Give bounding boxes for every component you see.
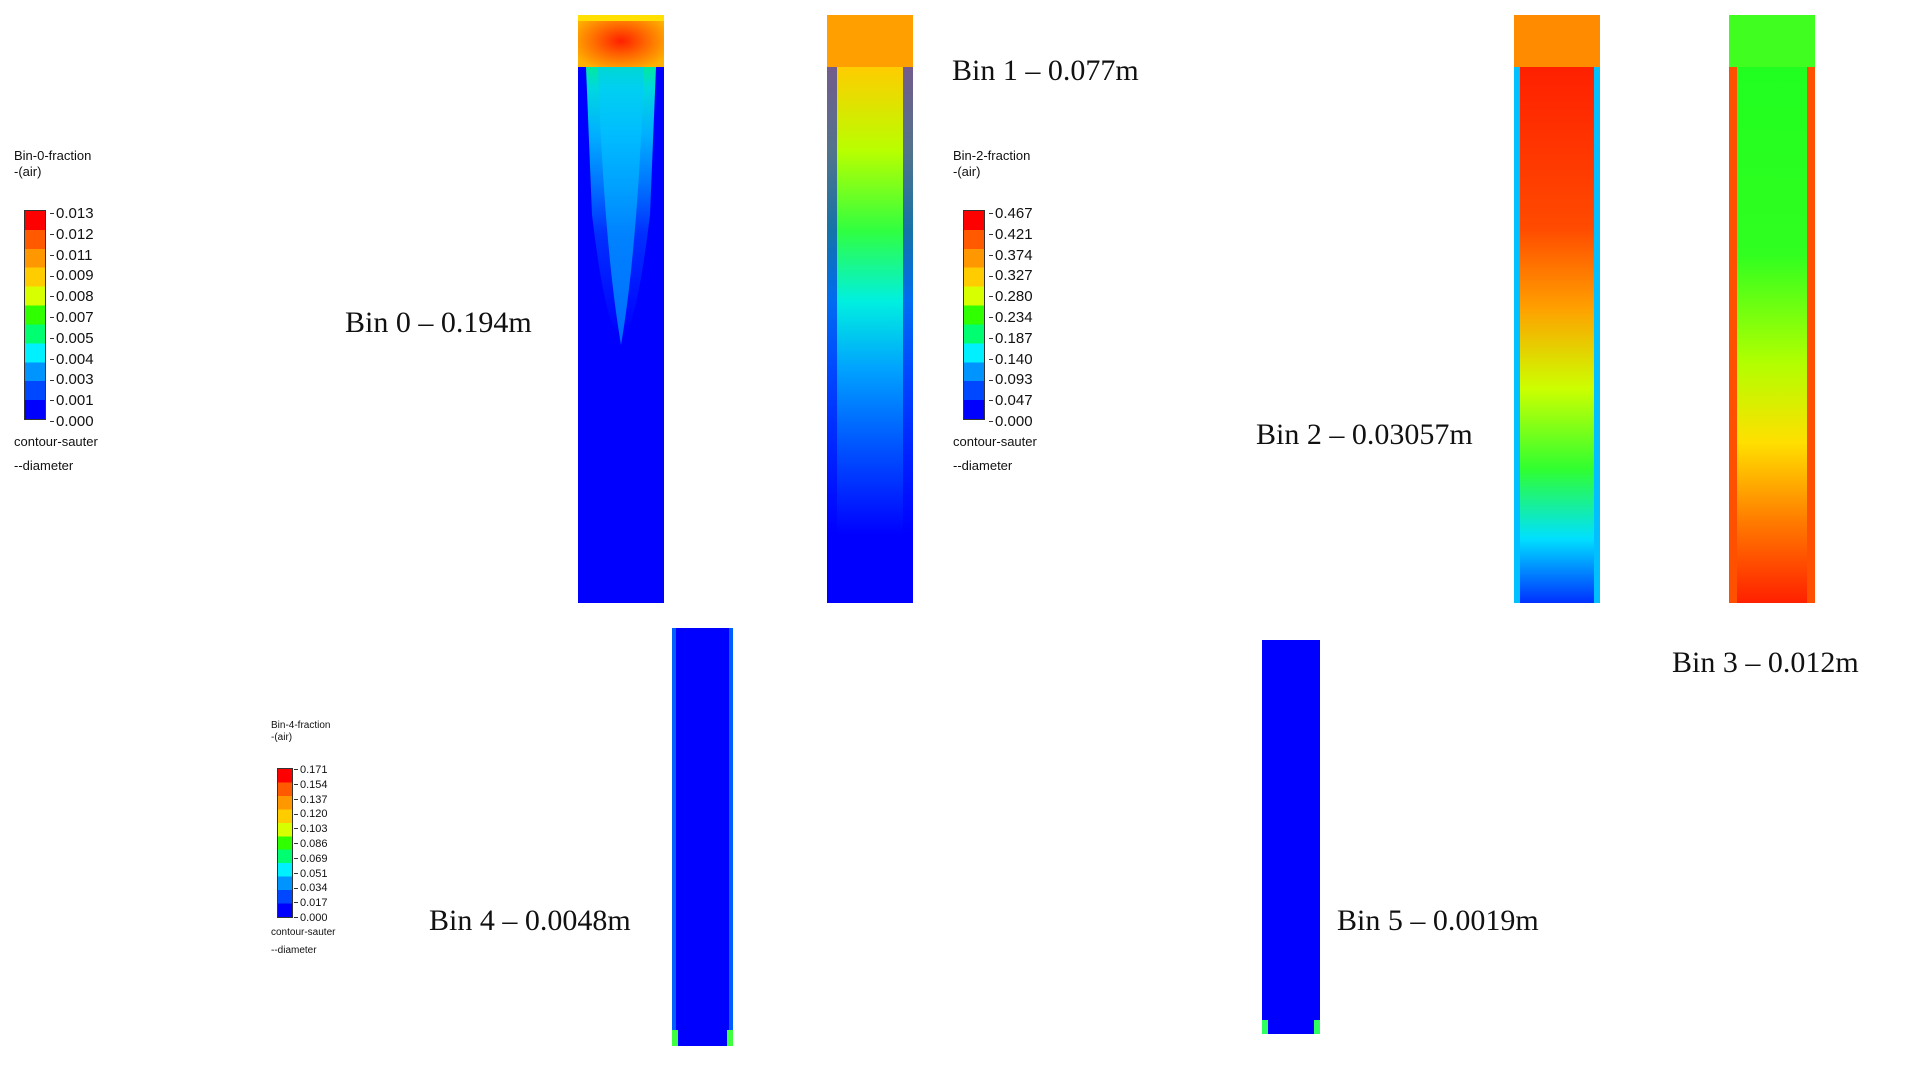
caption-bin-0: Bin 0 – 0.194m	[345, 306, 532, 339]
legend-tick-label: 0.003	[56, 371, 94, 389]
legend-bin-0-title: Bin-0-fraction -(air)	[14, 148, 92, 179]
legend-tick-mark	[989, 421, 993, 423]
legend-bin-4-colorbar	[277, 768, 293, 918]
contour-bin-1	[827, 15, 913, 603]
legend-tick-mark	[294, 887, 298, 889]
legend-tick-mark	[989, 254, 993, 256]
caption-bin-2: Bin 2 – 0.03057m	[1256, 418, 1473, 451]
legend-tick-mark	[989, 317, 993, 319]
legend-tick-label: 0.140	[995, 350, 1033, 368]
legend-bin-0-footer: contour-sauter --diameter	[14, 434, 98, 473]
legend-tick-mark	[50, 213, 54, 215]
caption-bin-5: Bin 5 – 0.0019m	[1337, 904, 1539, 937]
legend-tick-mark	[50, 400, 54, 402]
legend-tick-mark	[294, 872, 298, 874]
legend-tick-label: 0.103	[300, 823, 328, 836]
legend-tick-label: 0.013	[56, 205, 94, 222]
legend-tick-label: 0.017	[300, 897, 328, 910]
legend-tick-mark	[50, 254, 54, 256]
legend-tick-mark	[50, 275, 54, 277]
legend-tick-label: 0.234	[995, 309, 1033, 326]
legend-tick-mark	[50, 338, 54, 340]
legend-tick-mark	[294, 843, 298, 845]
legend-tick-mark	[294, 813, 298, 815]
legend-tick-label: 0.051	[300, 867, 328, 880]
legend-tick-label: 0.012	[56, 225, 94, 243]
legend-bin-4-footer: contour-sauter --diameter	[271, 927, 336, 956]
legend-tick-label: 0.154	[300, 778, 328, 791]
legend-tick-label: 0.280	[995, 288, 1033, 306]
legend-tick-label: 0.004	[56, 350, 94, 368]
legend-tick-label: 0.011	[56, 246, 93, 264]
legend-tick-label: 0.120	[300, 808, 328, 821]
legend-tick-label: 0.171	[300, 764, 328, 776]
legend-tick-mark	[294, 857, 298, 859]
legend-tick-label: 0.009	[56, 267, 94, 285]
contour-bin-5	[1262, 640, 1320, 1034]
legend-tick-label: 0.001	[56, 392, 94, 410]
legend-bin-0-colorbar	[24, 210, 46, 420]
caption-bin-1: Bin 1 – 0.077m	[952, 54, 1139, 87]
legend-tick-label: 0.034	[300, 882, 328, 895]
legend-tick-label: 0.086	[300, 838, 328, 850]
legend-tick-mark	[989, 338, 993, 340]
legend-tick-mark	[989, 400, 993, 402]
legend-tick-label: 0.000	[56, 413, 94, 430]
legend-tick-mark	[50, 234, 54, 236]
legend-tick-mark	[50, 296, 54, 298]
legend-tick-label: 0.187	[995, 329, 1033, 347]
contour-bin-2	[1514, 15, 1600, 603]
legend-bin-2: Bin-2-fraction -(air) 0.467 0.421 0.374 0.3…	[953, 148, 1073, 478]
contour-bin-4	[672, 628, 733, 1046]
legend-tick-label: 0.374	[995, 246, 1033, 264]
legend-tick-mark	[989, 275, 993, 277]
legend-tick-mark	[989, 213, 993, 215]
legend-bin-4-title: Bin-4-fraction -(air)	[271, 720, 331, 743]
legend-tick-label: 0.137	[300, 793, 328, 806]
legend-bin-2-footer: contour-sauter --diameter	[953, 434, 1037, 473]
contour-bin-0	[578, 15, 664, 603]
legend-tick-label: 0.005	[56, 329, 94, 347]
legend-bin-4: Bin-4-fraction -(air) 0.171 0.154 0.137 0.1…	[271, 720, 361, 960]
legend-tick-mark	[294, 828, 298, 830]
caption-bin-4: Bin 4 – 0.0048m	[429, 904, 631, 937]
legend-tick-label: 0.421	[995, 225, 1033, 243]
legend-tick-mark	[50, 421, 54, 423]
legend-tick-label: 0.093	[995, 371, 1033, 389]
legend-tick-label: 0.069	[300, 852, 328, 865]
legend-tick-mark	[989, 234, 993, 236]
legend-tick-label: 0.008	[56, 288, 94, 306]
legend-tick-mark	[989, 379, 993, 381]
legend-bin-2-colorbar	[963, 210, 985, 420]
legend-tick-mark	[294, 917, 298, 919]
contour-bin-3	[1729, 15, 1815, 603]
legend-tick-mark	[989, 296, 993, 298]
legend-tick-mark	[294, 783, 298, 785]
legend-tick-label: 0.467	[995, 205, 1033, 222]
legend-tick-label: 0.327	[995, 267, 1033, 285]
legend-tick-label: 0.000	[995, 413, 1033, 430]
legend-tick-label: 0.047	[995, 392, 1033, 410]
legend-tick-mark	[50, 358, 54, 360]
legend-tick-label: 0.000	[300, 912, 328, 924]
legend-tick-mark	[294, 902, 298, 904]
legend-tick-mark	[294, 769, 298, 771]
legend-tick-mark	[50, 317, 54, 319]
legend-tick-mark	[50, 379, 54, 381]
legend-bin-2-title: Bin-2-fraction -(air)	[953, 148, 1031, 179]
legend-tick-mark	[989, 358, 993, 360]
caption-bin-3: Bin 3 – 0.012m	[1672, 646, 1859, 679]
legend-tick-mark	[294, 798, 298, 800]
legend-tick-label: 0.007	[56, 309, 94, 326]
legend-bin-0: Bin-0-fraction -(air) 0.013 0.012 0.011 0.0…	[14, 148, 134, 478]
